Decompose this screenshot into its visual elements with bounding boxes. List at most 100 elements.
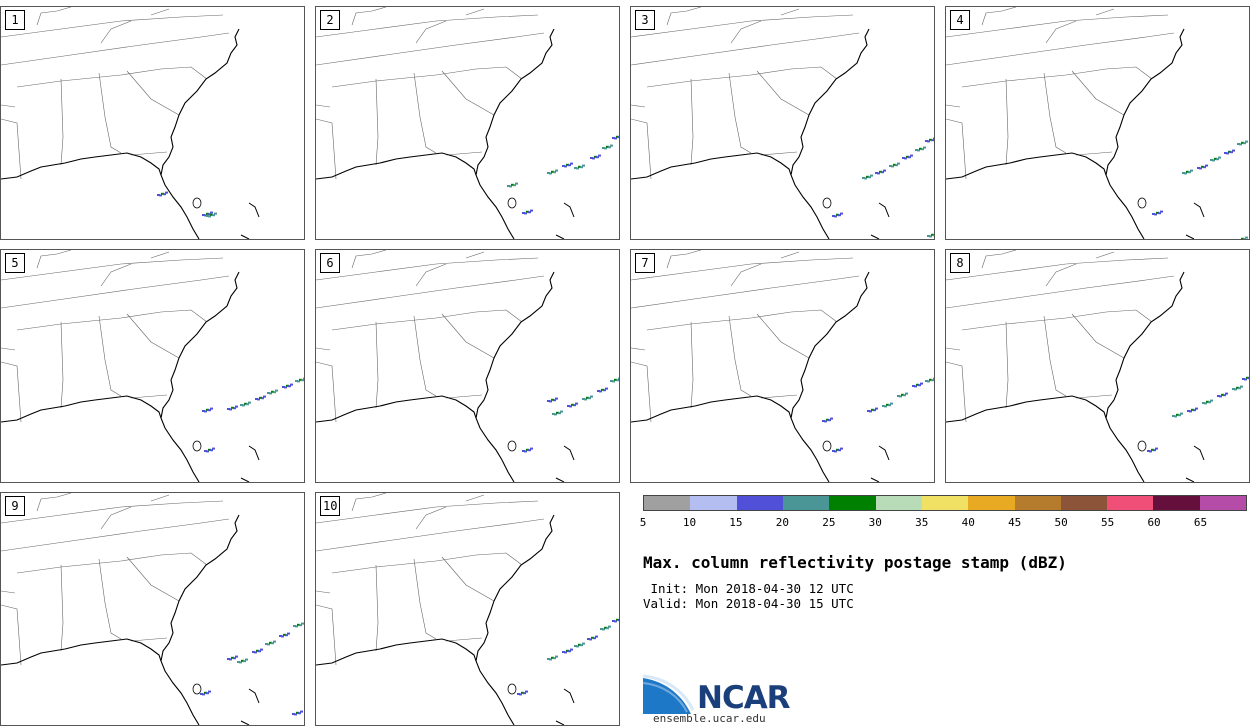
island-outline — [1185, 445, 1205, 482]
colorbar-swatch — [782, 496, 830, 510]
reflectivity-cell — [893, 163, 896, 166]
reflectivity-cell — [519, 693, 522, 696]
reflectivity-cell — [283, 633, 286, 636]
colorbar-swatch — [1199, 496, 1247, 510]
reflectivity-cell — [206, 212, 209, 215]
reflectivity-cell — [871, 408, 874, 411]
state-border — [946, 32, 1175, 66]
reflectivity-cell — [897, 162, 900, 165]
reflectivity-cell — [840, 447, 843, 450]
reflectivity-cell — [1232, 388, 1235, 390]
reflectivity-cell — [888, 404, 891, 407]
reflectivity-cell — [903, 394, 906, 397]
reflectivity-cell — [567, 405, 570, 407]
reflectivity-cell — [869, 410, 872, 413]
colorbar-swatch — [829, 496, 876, 510]
state-border — [413, 72, 437, 154]
member-panel-6: 6 — [315, 249, 620, 483]
reflectivity-cell — [555, 397, 558, 400]
island-outline — [240, 202, 260, 239]
state-border — [16, 309, 208, 331]
member-panel-2: 2 — [315, 6, 620, 240]
reflectivity-cell — [206, 215, 209, 217]
reflectivity-cell — [576, 645, 579, 648]
reflectivity-cell — [616, 379, 619, 382]
reflectivity-cell — [279, 635, 282, 637]
reflectivity-cell — [881, 171, 884, 174]
coastline — [1105, 271, 1185, 482]
reflectivity-cell — [1204, 402, 1207, 405]
reflectivity-cell — [931, 233, 934, 236]
colorbar-tick-label: 40 — [961, 516, 975, 529]
colorbar-swatch — [1014, 496, 1061, 510]
reflectivity-cell — [530, 447, 533, 450]
state-border — [946, 361, 967, 423]
state-border — [1075, 151, 1113, 156]
colorbar-tick-label: 45 — [1008, 516, 1022, 529]
member-map-6 — [316, 250, 619, 482]
state-border — [441, 70, 495, 116]
state-border — [316, 118, 337, 180]
state-border — [1, 500, 224, 524]
state-border — [760, 151, 798, 156]
site-url: ensemble.ucar.edu — [653, 712, 766, 725]
member-panel-1: 1 — [0, 6, 305, 240]
member-number-7: 7 — [635, 253, 655, 273]
reflectivity-cell — [1239, 239, 1242, 240]
state-border — [1045, 20, 1077, 44]
reflectivity-cell — [616, 135, 619, 138]
reflectivity-cell — [227, 408, 230, 410]
reflectivity-cell — [1228, 150, 1231, 153]
state-border — [728, 72, 752, 154]
state-border — [415, 263, 447, 287]
reflectivity-cell — [1230, 151, 1233, 154]
state-border — [756, 70, 810, 116]
colorbar-swatch — [736, 496, 783, 510]
state-border — [316, 604, 337, 666]
reflectivity-cell — [242, 404, 245, 407]
state-border — [98, 315, 122, 397]
reflectivity-cell — [246, 403, 249, 406]
reflectivity-cell — [597, 390, 600, 392]
reflectivity-cell — [259, 396, 262, 399]
reflectivity-cell — [586, 396, 589, 399]
reflectivity-cell — [582, 164, 585, 167]
state-border — [946, 347, 961, 351]
init-time: Init: Mon 2018-04-30 12 UTC — [643, 581, 854, 596]
reflectivity-cell — [1153, 449, 1156, 452]
reflectivity-cell — [549, 172, 552, 175]
reflectivity-cell — [923, 146, 926, 149]
reflectivity-cell — [1244, 378, 1247, 381]
reflectivity-cell — [231, 406, 234, 409]
coastline — [1, 395, 162, 423]
member-number-10: 10 — [320, 496, 341, 516]
reflectivity-cell — [582, 642, 585, 645]
reflectivity-cell — [233, 407, 236, 410]
reflectivity-cell — [237, 661, 240, 663]
reflectivity-cell — [824, 420, 827, 423]
ncar-logo-icon — [643, 672, 695, 714]
reflectivity-cell — [832, 215, 835, 217]
state-border — [316, 14, 539, 38]
island-outline — [240, 445, 260, 482]
state-border — [100, 20, 132, 44]
state-border — [1095, 8, 1115, 16]
plot-title: Max. column reflectivity postage stamp (… — [643, 553, 1067, 572]
state-border — [445, 637, 483, 642]
state-border — [36, 250, 72, 269]
member-number-3: 3 — [635, 10, 655, 30]
reflectivity-cell — [1245, 140, 1248, 143]
reflectivity-cell — [1243, 238, 1246, 239]
reflectivity-cell — [239, 661, 242, 664]
colorbar-swatch — [875, 496, 922, 510]
state-border — [36, 7, 72, 26]
state-border — [780, 8, 800, 16]
state-border — [1, 257, 224, 281]
member-number-1: 1 — [5, 10, 25, 30]
reflectivity-cell — [1203, 166, 1206, 169]
state-border — [631, 32, 860, 66]
reflectivity-cell — [1190, 169, 1193, 172]
colorbar-swatch — [1107, 496, 1154, 510]
state-border — [1, 104, 16, 108]
reflectivity-cell — [902, 157, 905, 159]
